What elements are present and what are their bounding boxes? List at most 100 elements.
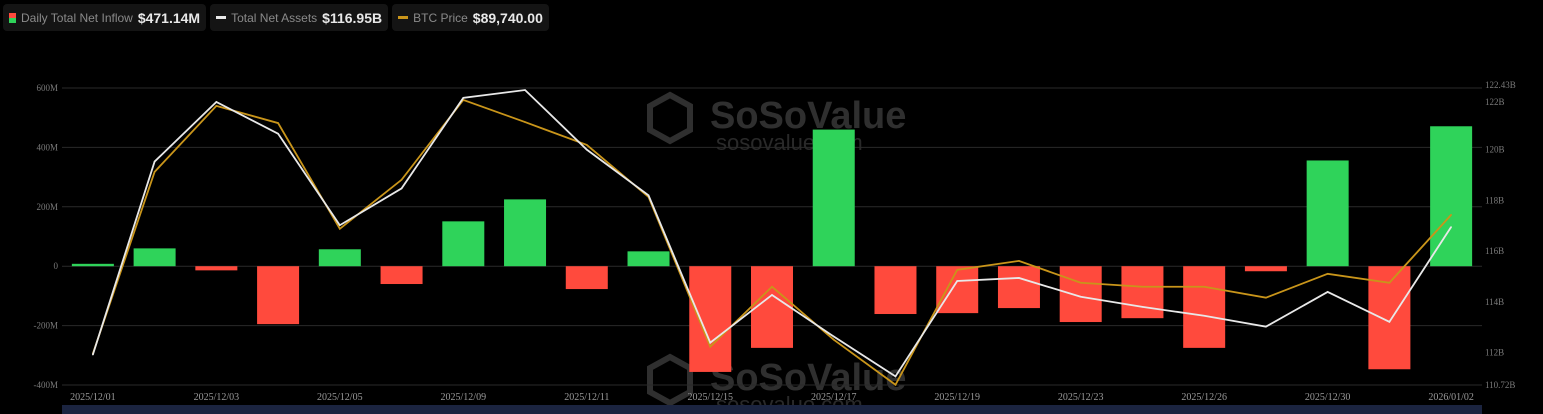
inflow-bar: [71, 263, 114, 267]
legend-btc-label: BTC Price: [413, 10, 468, 25]
legend-inflow-label: Daily Total Net Inflow: [21, 10, 133, 25]
inflow-bar: [1183, 266, 1226, 348]
btc-price-line-point: [956, 269, 959, 271]
btc-swatch-icon: [398, 16, 409, 19]
legend-inflow[interactable]: Daily Total Net Inflow $471.14M: [3, 4, 207, 31]
btc-price-line-point: [1388, 281, 1391, 284]
btc-price-line-point: [339, 227, 341, 230]
inflow-bar: [318, 249, 361, 267]
btc-price-line-point: [277, 122, 279, 124]
inflow-swatch-icon: [9, 12, 16, 23]
legend-assets-value: $116.95B: [322, 9, 383, 26]
net-assets-line-point: [462, 97, 465, 99]
watermark-logo-2: SoSoValue: [710, 357, 906, 399]
net-assets-line-point: [1388, 321, 1391, 323]
inflow-bar: [1430, 126, 1473, 267]
btc-price-line-point: [585, 144, 588, 146]
btc-price-line-point: [1079, 281, 1082, 284]
legend-btc[interactable]: BTC Price $89,740.00: [392, 4, 549, 31]
btc-price-line-point: [1141, 285, 1144, 288]
net-assets-line-point: [832, 335, 835, 338]
btc-price-line-point: [894, 383, 897, 386]
x-tick-label: 2025/12/17: [811, 392, 857, 403]
inflow-bar: [504, 199, 547, 267]
inflow-bar: [1121, 266, 1164, 319]
inflow-bar: [380, 266, 423, 285]
inflow-bar: [627, 251, 670, 267]
inflow-bar: [997, 266, 1040, 309]
x-tick-label: 2025/12/15: [687, 392, 733, 403]
watermark: SoSoValue sosovalue.com SoSoValue sosova…: [647, 91, 906, 414]
inflow-bar: [689, 266, 732, 372]
btc-price-line-point: [709, 345, 712, 348]
btc-price-line-point: [1450, 214, 1452, 216]
net-assets-line-point: [1141, 306, 1144, 308]
assets-swatch-icon: [216, 16, 227, 19]
left-tick-label: 600M: [36, 83, 58, 93]
right-tick-label: 116B: [1485, 246, 1504, 256]
net-assets-line-point: [524, 89, 526, 91]
legend-btc-value: $89,740.00: [472, 9, 543, 26]
x-tick-label: 2025/12/30: [1305, 392, 1351, 403]
btc-price-line-point: [215, 105, 218, 107]
btc-price-line-point: [771, 285, 773, 288]
legend-assets-label: Total Net Assets: [231, 10, 318, 25]
btc-price-line-point: [832, 338, 835, 341]
right-tick-label: 118B: [1485, 195, 1504, 205]
btc-price-line-point: [1018, 260, 1020, 262]
legend-assets[interactable]: Total Net Assets $116.95B: [210, 4, 389, 31]
btc-price-line-point: [524, 121, 526, 123]
inflow-bar: [1059, 266, 1102, 323]
inflow-bar: [195, 266, 238, 271]
net-assets-line-point: [1203, 314, 1205, 317]
right-tick-label: 122B: [1485, 97, 1505, 107]
inflow-bar: [751, 266, 793, 348]
watermark-logo-icon: [647, 91, 693, 145]
inflow-bar: [812, 129, 855, 267]
btc-price-line-point: [1326, 273, 1329, 275]
net-assets-line-point: [339, 224, 341, 227]
x-tick-label: 2025/12/05: [317, 392, 363, 403]
btc-price-line-point: [1265, 296, 1267, 299]
inflow-bar: [874, 266, 917, 315]
right-tick-label: 120B: [1485, 145, 1505, 155]
right-tick-label: 122.43B: [1485, 80, 1516, 90]
inflow-bar: [133, 248, 176, 267]
x-tick-label: 2025/12/03: [194, 392, 240, 403]
x-tick-label: 2025/12/11: [564, 392, 609, 403]
left-tick-label: 0: [54, 261, 59, 271]
inflow-bar: [565, 266, 608, 290]
inflow-bar: [442, 221, 485, 267]
watermark-logo: SoSoValue: [710, 95, 906, 137]
net-assets-line-point: [709, 341, 712, 344]
right-tick-label: 114B: [1485, 297, 1504, 307]
net-assets-line-point: [647, 194, 650, 197]
net-assets-line-point: [1018, 277, 1020, 279]
btc-price-line-point: [153, 171, 156, 173]
x-tick-label: 2025/12/01: [70, 392, 116, 403]
left-tick-label: 400M: [36, 142, 58, 152]
net-assets-line-point: [1079, 295, 1082, 298]
net-assets-line-point: [400, 187, 403, 190]
inflow-bar: [936, 266, 979, 314]
x-tick-label: 2025/12/09: [441, 392, 487, 403]
legend-inflow-value: $471.14M: [137, 9, 201, 26]
net-assets-line-point: [585, 148, 588, 151]
net-assets-line-point: [956, 280, 959, 282]
net-assets-line-point: [771, 294, 773, 296]
left-tick-label: -200M: [34, 321, 59, 331]
net-assets-line-point: [153, 160, 156, 163]
zoom-scrollbar[interactable]: [62, 405, 1482, 414]
net-assets-line-point: [92, 353, 94, 356]
x-tick-label: 2025/12/19: [934, 392, 980, 403]
inflow-bar: [1306, 160, 1349, 267]
x-tick-label: 2026/01/02: [1428, 392, 1474, 403]
net-assets-line-point: [1326, 291, 1329, 293]
inflow-bar: [257, 266, 300, 325]
btc-price-line-point: [400, 178, 403, 181]
right-tick-label: 112B: [1485, 348, 1504, 358]
left-tick-label: -400M: [34, 380, 59, 390]
right-tick-label: 110.72B: [1485, 380, 1515, 390]
x-tick-label: 2025/12/23: [1058, 392, 1104, 403]
